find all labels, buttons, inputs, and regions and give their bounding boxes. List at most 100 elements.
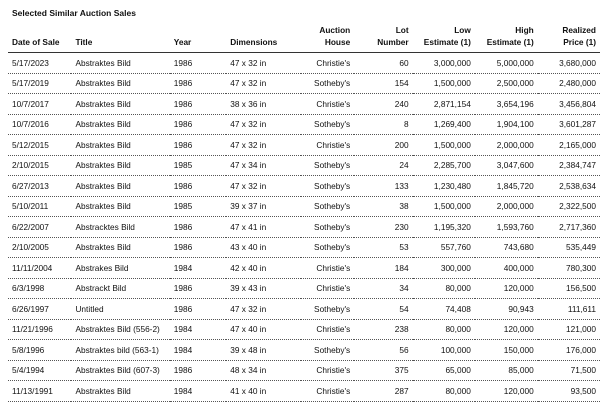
table-cell: Christie's — [300, 93, 355, 115]
table-cell: 375 — [354, 360, 413, 381]
table-cell: Abstraktes Bild — [71, 237, 170, 258]
table-cell: Christie's — [300, 278, 355, 299]
header-line2: Year — [173, 37, 192, 47]
table-cell: 400,000 — [474, 257, 538, 279]
column-header: High Estimate (1) — [474, 22, 538, 53]
table-cell: 200 — [354, 134, 413, 156]
header-row: Date of Sale Title Year Dimensions Auctio… — [8, 22, 600, 53]
table-cell: 1986 — [169, 298, 227, 320]
header-line1: Lot — [395, 25, 409, 35]
table-cell: 2,285,700 — [412, 155, 475, 176]
header-line2: House — [324, 37, 351, 47]
table-cell: 5/17/2019 — [8, 73, 72, 94]
table-cell: 10/7/2017 — [8, 93, 72, 115]
table-cell: 3,601,287 — [537, 114, 600, 135]
table-cell: 287 — [354, 380, 413, 402]
table-cell: 1984 — [169, 257, 227, 279]
table-cell: Sotheby's — [300, 339, 355, 361]
table-row: 5/12/2015 Abstraktes Bild 1986 47 x 32 in Ch… — [8, 134, 600, 156]
table-cell: 80,000 — [412, 319, 475, 340]
table-cell: 1986 — [169, 52, 227, 74]
table-cell: 5/17/2023 — [8, 52, 72, 74]
table-cell: Christie's — [300, 360, 355, 381]
auction-sales-table: Date of Sale Title Year Dimensions Auctio… — [8, 22, 600, 402]
table-row: 2/10/2015 Abstraktes Bild 1985 47 x 34 in So… — [8, 155, 600, 176]
table-cell: Abstraktes Bild — [71, 196, 170, 217]
header-line2: Estimate (1) — [423, 37, 471, 47]
table-cell: 743,680 — [474, 237, 538, 258]
table-row: 11/13/1991 Abstraktes Bild 1984 41 x 40 in C… — [8, 380, 600, 402]
table-cell: 24 — [354, 155, 413, 176]
table-cell: 1,500,000 — [412, 196, 475, 217]
table-title: Selected Similar Auction Sales — [12, 8, 136, 18]
table-cell: 39 x 37 in — [226, 196, 301, 217]
header-line1 — [174, 24, 222, 36]
table-cell: 3,680,000 — [537, 52, 600, 74]
table-cell: Abstraktes Bild — [71, 114, 170, 135]
table-cell: 6/3/1998 — [8, 278, 72, 299]
table-cell: 1984 — [169, 319, 227, 340]
header-line2: Estimate (1) — [486, 37, 534, 47]
table-cell: Sotheby's — [300, 237, 355, 258]
table-cell: 1,500,000 — [412, 134, 475, 156]
table-cell: 3,654,196 — [474, 93, 538, 115]
table-cell: 2,500,000 — [474, 73, 538, 94]
table-cell: 6/26/1997 — [8, 298, 72, 320]
table-cell: 90,943 — [474, 298, 538, 320]
table-cell: 6/27/2013 — [8, 175, 72, 197]
column-header: Realized Price (1) — [537, 22, 600, 53]
table-cell: 80,000 — [412, 380, 475, 402]
table-cell: 2,480,000 — [537, 73, 600, 94]
table-cell: Sotheby's — [300, 114, 355, 135]
column-header: Auction House — [300, 22, 355, 53]
table-cell: 156,500 — [537, 278, 600, 299]
table-cell: 65,000 — [412, 360, 475, 381]
table-cell: 1,269,400 — [412, 114, 475, 135]
table-cell: 42 x 40 in — [226, 257, 301, 279]
table-row: 5/4/1994 Abstraktes Bild (607-3) 1986 48 x … — [8, 360, 600, 381]
table-cell: 1,845,720 — [474, 175, 538, 197]
table-cell: Abstraktes Bild — [71, 93, 170, 115]
table-cell: 11/11/2004 — [8, 257, 72, 279]
table-cell: Abstracktes Bild — [71, 216, 170, 238]
table-cell: Sotheby's — [300, 73, 355, 94]
table-cell: 3,000,000 — [412, 52, 475, 74]
header-line1: High — [515, 25, 534, 35]
table-cell: 5,000,000 — [474, 52, 538, 74]
table-cell: 1984 — [169, 339, 227, 361]
table-cell: Sotheby's — [300, 155, 355, 176]
table-cell: 184 — [354, 257, 413, 279]
table-cell: Christie's — [300, 52, 355, 74]
table-row: 10/7/2017 Abstraktes Bild 1986 38 x 36 in Ch… — [8, 93, 600, 115]
table-cell: 2,000,000 — [474, 196, 538, 217]
table-cell: 3,047,600 — [474, 155, 538, 176]
table-cell: Abstraktes Bild — [71, 155, 170, 176]
table-cell: 2,384,747 — [537, 155, 600, 176]
table-cell: 1986 — [169, 114, 227, 135]
table-cell: Christie's — [300, 257, 355, 279]
column-header: Low Estimate (1) — [412, 22, 475, 53]
table-cell: Sotheby's — [300, 298, 355, 320]
table-cell: 80,000 — [412, 278, 475, 299]
table-cell: 5/12/2015 — [8, 134, 72, 156]
table-cell: 47 x 32 in — [226, 52, 301, 74]
table-cell: Abstraktes Bild — [71, 380, 170, 402]
table-cell: 10/7/2016 — [8, 114, 72, 135]
table-cell: 2,538,634 — [537, 175, 600, 197]
table-cell: 1986 — [169, 278, 227, 299]
table-cell: 3,456,804 — [537, 93, 600, 115]
table-cell: 1985 — [169, 155, 227, 176]
table-cell: 2,717,360 — [537, 216, 600, 238]
table-cell: Abstraktes Bild (556-2) — [71, 319, 170, 340]
table-cell: Untitled — [71, 298, 170, 320]
table-row: 11/21/1996 Abstraktes Bild (556-2) 1984 47 … — [8, 319, 600, 340]
table-cell: Sotheby's — [300, 175, 355, 197]
table-cell: 120,000 — [474, 319, 538, 340]
table-cell: 47 x 41 in — [226, 216, 301, 238]
table-cell: Sotheby's — [300, 196, 355, 217]
table-cell: 85,000 — [474, 360, 538, 381]
table-row: 5/8/1996 Abstraktes bild (563-1) 1984 39 x … — [8, 339, 600, 361]
header-line2: Number — [377, 37, 409, 47]
table-cell: Abstrackt Bild — [71, 278, 170, 299]
